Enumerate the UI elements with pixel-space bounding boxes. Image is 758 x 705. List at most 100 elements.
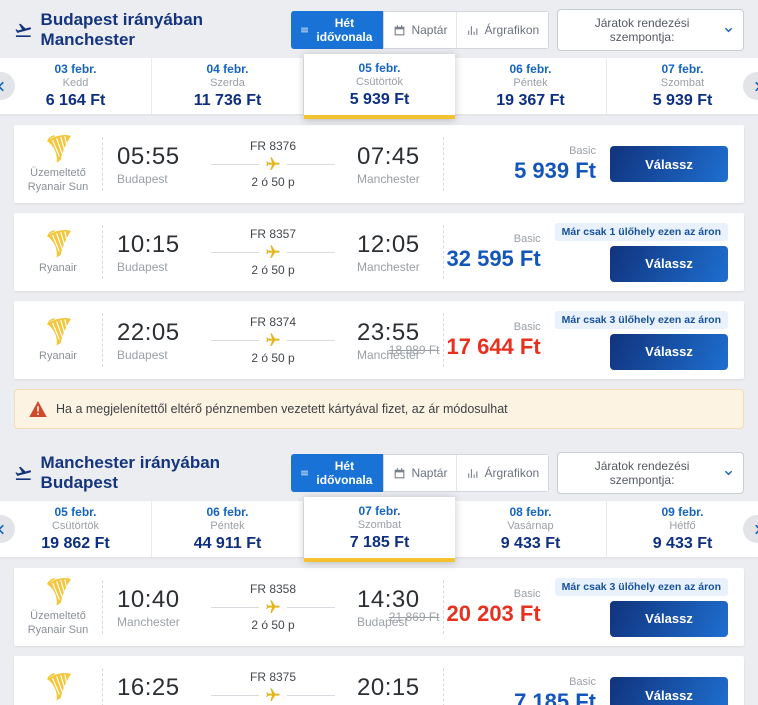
flight-number: FR 8358 — [249, 582, 297, 596]
flight-path: FR 8357 2 ó 50 p — [203, 227, 343, 277]
flight-row: Üzemeltető Ryanair Sun 05:55 Budapest FR… — [14, 125, 744, 203]
flight-duration: 2 ó 50 p — [251, 263, 295, 277]
bar-chart-icon — [466, 467, 479, 480]
departure-time: 16:25 — [117, 673, 180, 701]
flight-takeoff-icon — [14, 463, 33, 483]
departure-time: 22:05 — [117, 318, 180, 346]
sort-dropdown[interactable]: Járatok rendezési szempontja: — [557, 452, 744, 494]
divider — [102, 580, 103, 634]
price-chart-button[interactable]: Árgrafikon — [456, 12, 549, 48]
flight-path: FR 8375 2 ó 50 p — [203, 670, 343, 705]
prev-days-button[interactable] — [0, 72, 15, 100]
seats-left-badge: Már csak 3 ülőhely ezen az áron — [554, 310, 728, 329]
next-days-button[interactable] — [743, 72, 758, 100]
price: 5 939 Ft — [514, 157, 596, 183]
old-price: 21 869 Ft — [388, 609, 440, 624]
week-timeline-button[interactable]: Hét idővonala — [291, 454, 384, 492]
currency-warning: Ha a megjelenítettől eltérő pénznemben v… — [14, 389, 744, 429]
week-timeline-button[interactable]: Hét idővonala — [291, 11, 384, 49]
day-tab-weekday: Szombat — [660, 77, 705, 89]
ryanair-logo-icon — [41, 134, 75, 164]
chevron-left-icon — [0, 522, 9, 537]
day-tab-weekday: Szerda — [210, 77, 245, 89]
flight-number: FR 8375 — [249, 670, 297, 684]
flight-row: Ryanair 22:05 Budapest FR 8374 2 ó 50 p … — [14, 301, 744, 379]
day-tab-price: 11 736 Ft — [193, 92, 262, 109]
flight-duration: 2 ó 50 p — [251, 618, 295, 632]
prev-days-button[interactable] — [0, 515, 15, 543]
divider — [443, 668, 444, 705]
carrier-name: Ryanair — [39, 261, 77, 274]
day-tab[interactable]: 09 febr. Hétfő 9 433 Ft — [607, 501, 758, 557]
day-tab-price: 5 939 Ft — [652, 92, 713, 109]
day-tab-price: 5 939 Ft — [349, 90, 410, 108]
sort-dropdown[interactable]: Járatok rendezési szempontja: — [557, 9, 744, 51]
departure-city: Manchester — [117, 614, 180, 629]
day-tab-price: 19 367 Ft — [496, 92, 565, 109]
plane-icon — [265, 599, 281, 615]
arrival-city: Manchester — [357, 171, 420, 186]
departure-city: Budapest — [117, 171, 168, 186]
chevron-down-icon — [723, 24, 734, 36]
select-flight-button[interactable]: Válassz — [610, 146, 728, 182]
day-tab-selected[interactable]: 05 febr. Csütörtök 5 939 Ft — [304, 54, 455, 119]
chevron-right-icon — [750, 79, 758, 94]
select-flight-button[interactable]: Válassz — [610, 245, 728, 282]
carrier-info: Ryanair — [14, 317, 102, 364]
select-flight-button[interactable]: Válassz — [610, 333, 728, 370]
day-tab-weekday: Péntek — [210, 520, 245, 532]
arrival-city: Manchester — [357, 259, 420, 274]
page-title: Budapest irányában Manchester — [40, 10, 204, 49]
day-tab-date: 07 febr. — [358, 503, 401, 518]
price: 32 595 Ft — [446, 245, 541, 271]
day-tab-weekday: Vasárnap — [507, 520, 554, 532]
calendar-view-button[interactable]: Naptár — [384, 12, 457, 48]
price-chart-button[interactable]: Árgrafikon — [456, 455, 549, 491]
fare-type-label: Basic — [569, 144, 596, 157]
day-tab[interactable]: 04 febr. Szerda 11 736 Ft — [152, 58, 304, 114]
select-flight-button[interactable]: Válassz — [610, 600, 728, 637]
arrival-city: Budapest — [357, 703, 443, 705]
seats-left-badge: Már csak 3 ülőhely ezen az áron — [554, 577, 728, 596]
day-tab[interactable]: 07 febr. Szombat 5 939 Ft — [607, 58, 758, 114]
week-timeline-label: Hét idővonala — [316, 16, 373, 44]
departure-block: 05:55 Budapest — [103, 143, 203, 186]
flight-number: FR 8374 — [249, 315, 297, 329]
calendar-view-button[interactable]: Naptár — [384, 455, 457, 491]
carrier-name: Ryanair — [39, 349, 77, 362]
calendar-icon — [393, 24, 406, 37]
day-tab[interactable]: 06 febr. Péntek 44 911 Ft — [152, 501, 304, 557]
day-tab-price: 44 911 Ft — [193, 535, 262, 552]
fare-type-label: Basic — [513, 320, 541, 333]
day-tab[interactable]: 03 febr. Kedd 6 164 Ft — [0, 58, 152, 114]
select-flight-button[interactable]: Válassz — [610, 677, 728, 705]
sort-dropdown-label: Járatok rendezési szempontja: — [594, 16, 690, 44]
seats-left-badge: Már csak 1 ülőhely ezen az áron — [554, 222, 728, 241]
day-tab-date: 09 febr. — [661, 505, 704, 519]
flight-path: FR 8374 2 ó 50 p — [203, 315, 343, 365]
currency-warning-text: Ha a megjelenítettől eltérő pénznemben v… — [56, 402, 508, 416]
ryanair-logo-icon — [41, 672, 75, 702]
page-title: Manchester irányában Budapest — [40, 453, 221, 492]
day-tab-date: 04 febr. — [206, 62, 249, 76]
flight-row: Üzemeltető Ryanair Sun 10:40 Manchester … — [14, 568, 744, 646]
arrival-block: 14:30 Budapest — [343, 586, 443, 629]
day-tab[interactable]: 05 febr. Csütörtök 19 862 Ft — [0, 501, 152, 557]
divider — [443, 225, 444, 279]
divider — [102, 668, 103, 705]
next-days-button[interactable] — [743, 515, 758, 543]
day-tab-selected[interactable]: 07 febr. Szombat 7 185 Ft — [304, 497, 455, 562]
arrival-time: 14:30 — [357, 585, 420, 613]
arrival-city: Budapest — [357, 614, 408, 629]
day-tab-date: 07 febr. — [661, 62, 704, 76]
old-price: 18 989 Ft — [388, 342, 440, 357]
chevron-right-icon — [750, 522, 758, 537]
departure-time: 05:55 — [117, 142, 180, 170]
flight-duration: 2 ó 50 p — [251, 351, 295, 365]
arrival-block: 23:55 Manchester — [343, 319, 443, 362]
day-tab[interactable]: 06 febr. Péntek 19 367 Ft — [455, 58, 607, 114]
day-tab-weekday: Kedd — [62, 77, 89, 89]
arrival-time: 07:45 — [357, 142, 420, 170]
departure-block: 10:15 Budapest — [103, 231, 203, 274]
day-tab[interactable]: 08 febr. Vasárnap 9 433 Ft — [455, 501, 607, 557]
